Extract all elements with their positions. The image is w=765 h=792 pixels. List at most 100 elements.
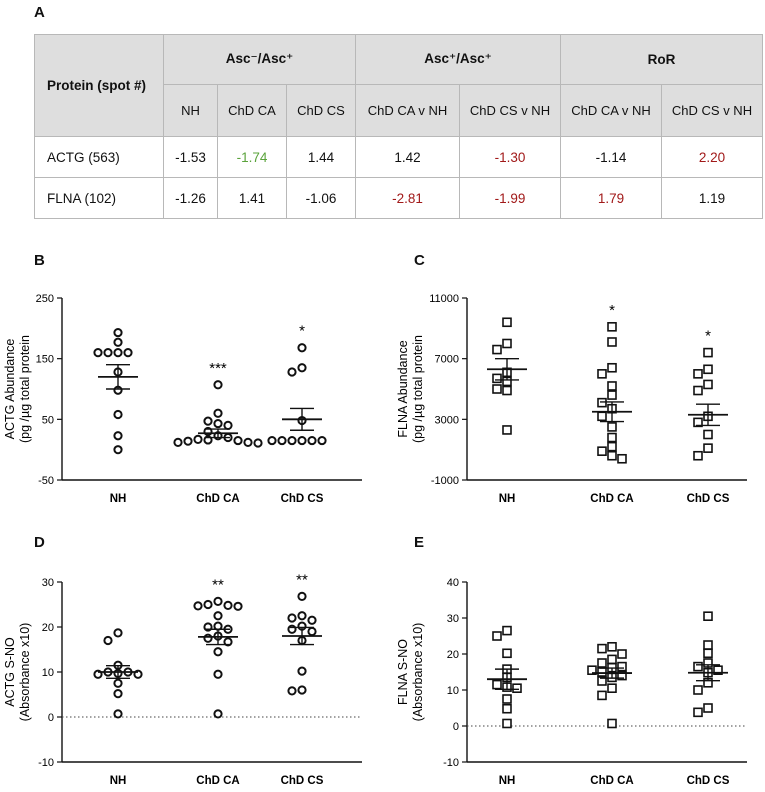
x-tick-label: ChD CS <box>687 493 730 505</box>
table-cell: 1.41 <box>217 177 287 219</box>
data-point <box>183 436 193 446</box>
x-tick-label: ChD CA <box>196 775 239 787</box>
data-point <box>502 425 512 435</box>
data-point <box>617 661 627 672</box>
data-point <box>597 667 607 677</box>
data-point <box>607 642 617 652</box>
data-point <box>193 434 203 444</box>
data-point <box>287 686 297 696</box>
significance-marker: ** <box>296 571 308 588</box>
y-axis-label: (Absorbance x10) <box>18 623 32 722</box>
data-point <box>693 661 703 672</box>
data-point <box>607 432 617 443</box>
data-point <box>693 450 703 461</box>
data-point <box>297 685 307 695</box>
y-axis-label: (pg /µg total protein <box>18 335 32 443</box>
data-point <box>223 637 233 647</box>
panel-label-b: B <box>34 252 45 269</box>
table-row: FLNA (102) -1.26 1.41 -1.06 -2.81 -1.99 … <box>34 177 763 219</box>
table-row: ACTG (563) -1.53 -1.74 1.44 1.42 -1.30 -… <box>34 136 763 178</box>
group-header-ror: RoR <box>560 34 763 85</box>
data-point <box>297 435 307 446</box>
data-point <box>193 601 203 611</box>
data-point <box>607 422 617 432</box>
data-point <box>203 633 213 643</box>
data-point <box>607 390 617 400</box>
data-point <box>587 665 597 675</box>
data-point <box>223 420 233 430</box>
subheader-ror-chd-ca-v-nh: ChD CA v NH <box>560 83 662 138</box>
table-cell: -1.26 <box>163 177 218 219</box>
data-point <box>502 385 512 396</box>
data-point <box>512 683 522 693</box>
data-point <box>502 718 512 729</box>
panel-label-c: C <box>414 252 425 269</box>
data-point <box>693 385 703 396</box>
x-tick-label: NH <box>110 775 127 787</box>
data-point <box>113 445 123 455</box>
table-cell: -2.81 <box>355 177 460 219</box>
x-tick-label: ChD CS <box>281 775 324 787</box>
chart-flna-sno: -10 0 10 20 30 40 FLNA S-NO (Absorbance x10) NH C… <box>396 577 747 787</box>
y-tick-label: 20 <box>42 622 54 634</box>
y-axis-label: FLNA S-NO <box>396 639 410 705</box>
panel-label-a: A <box>34 4 45 21</box>
data-point <box>607 718 617 729</box>
data-point <box>307 615 317 625</box>
data-point <box>502 694 512 704</box>
data-point <box>492 384 502 394</box>
data-point <box>492 679 502 690</box>
significance-marker: * <box>299 323 305 340</box>
data-point <box>703 347 713 358</box>
data-point <box>253 438 263 448</box>
data-point <box>213 647 223 657</box>
data-point <box>502 625 512 636</box>
data-point <box>607 441 617 452</box>
data-point <box>243 437 253 447</box>
data-point <box>607 654 617 665</box>
y-tick-label: -1000 <box>431 475 459 487</box>
data-point <box>492 373 502 384</box>
table-cell: -1.06 <box>286 177 356 219</box>
protein-name: ACTG (563) <box>34 136 164 178</box>
data-point <box>113 678 123 688</box>
data-point <box>597 446 607 456</box>
data-point <box>607 362 617 373</box>
table-cell: 1.42 <box>355 136 460 178</box>
data-point <box>693 707 703 718</box>
x-tick-label: ChD CS <box>687 775 730 787</box>
subheader-ror-chd-cs-v-nh: ChD CS v NH <box>661 83 763 138</box>
y-tick-label: 3000 <box>435 414 459 426</box>
data-point <box>703 443 713 453</box>
data-point <box>113 709 123 719</box>
data-point <box>297 591 307 602</box>
y-tick-label: -10 <box>38 757 54 769</box>
data-point <box>203 416 213 426</box>
data-point <box>173 437 183 447</box>
y-tick-label: 30 <box>447 613 459 625</box>
data-point <box>213 709 223 719</box>
data-point <box>607 450 617 461</box>
data-point <box>703 640 713 650</box>
table-cell: 1.19 <box>661 177 763 219</box>
data-point <box>502 338 512 349</box>
data-point <box>113 348 123 358</box>
data-point <box>597 411 607 422</box>
data-point <box>103 348 113 358</box>
data-point <box>502 648 512 659</box>
data-point <box>297 611 307 621</box>
data-point <box>213 596 223 606</box>
y-tick-label: 250 <box>36 293 54 305</box>
data-point <box>113 628 123 638</box>
data-point <box>703 611 713 622</box>
data-point <box>123 348 133 358</box>
y-axis-label: (pg /µg total protein <box>411 335 425 443</box>
data-point <box>703 364 713 375</box>
table-cell: -1.30 <box>459 136 561 178</box>
data-point <box>113 337 123 347</box>
y-tick-label: 7000 <box>435 354 459 366</box>
data-point <box>693 369 703 379</box>
data-point <box>213 408 223 418</box>
chart-flna-abundance: -1000 3000 7000 11000 FLNA Abundance (pg /µg … <box>396 293 747 505</box>
y-axis-label: FLNA Abundance <box>396 340 410 437</box>
